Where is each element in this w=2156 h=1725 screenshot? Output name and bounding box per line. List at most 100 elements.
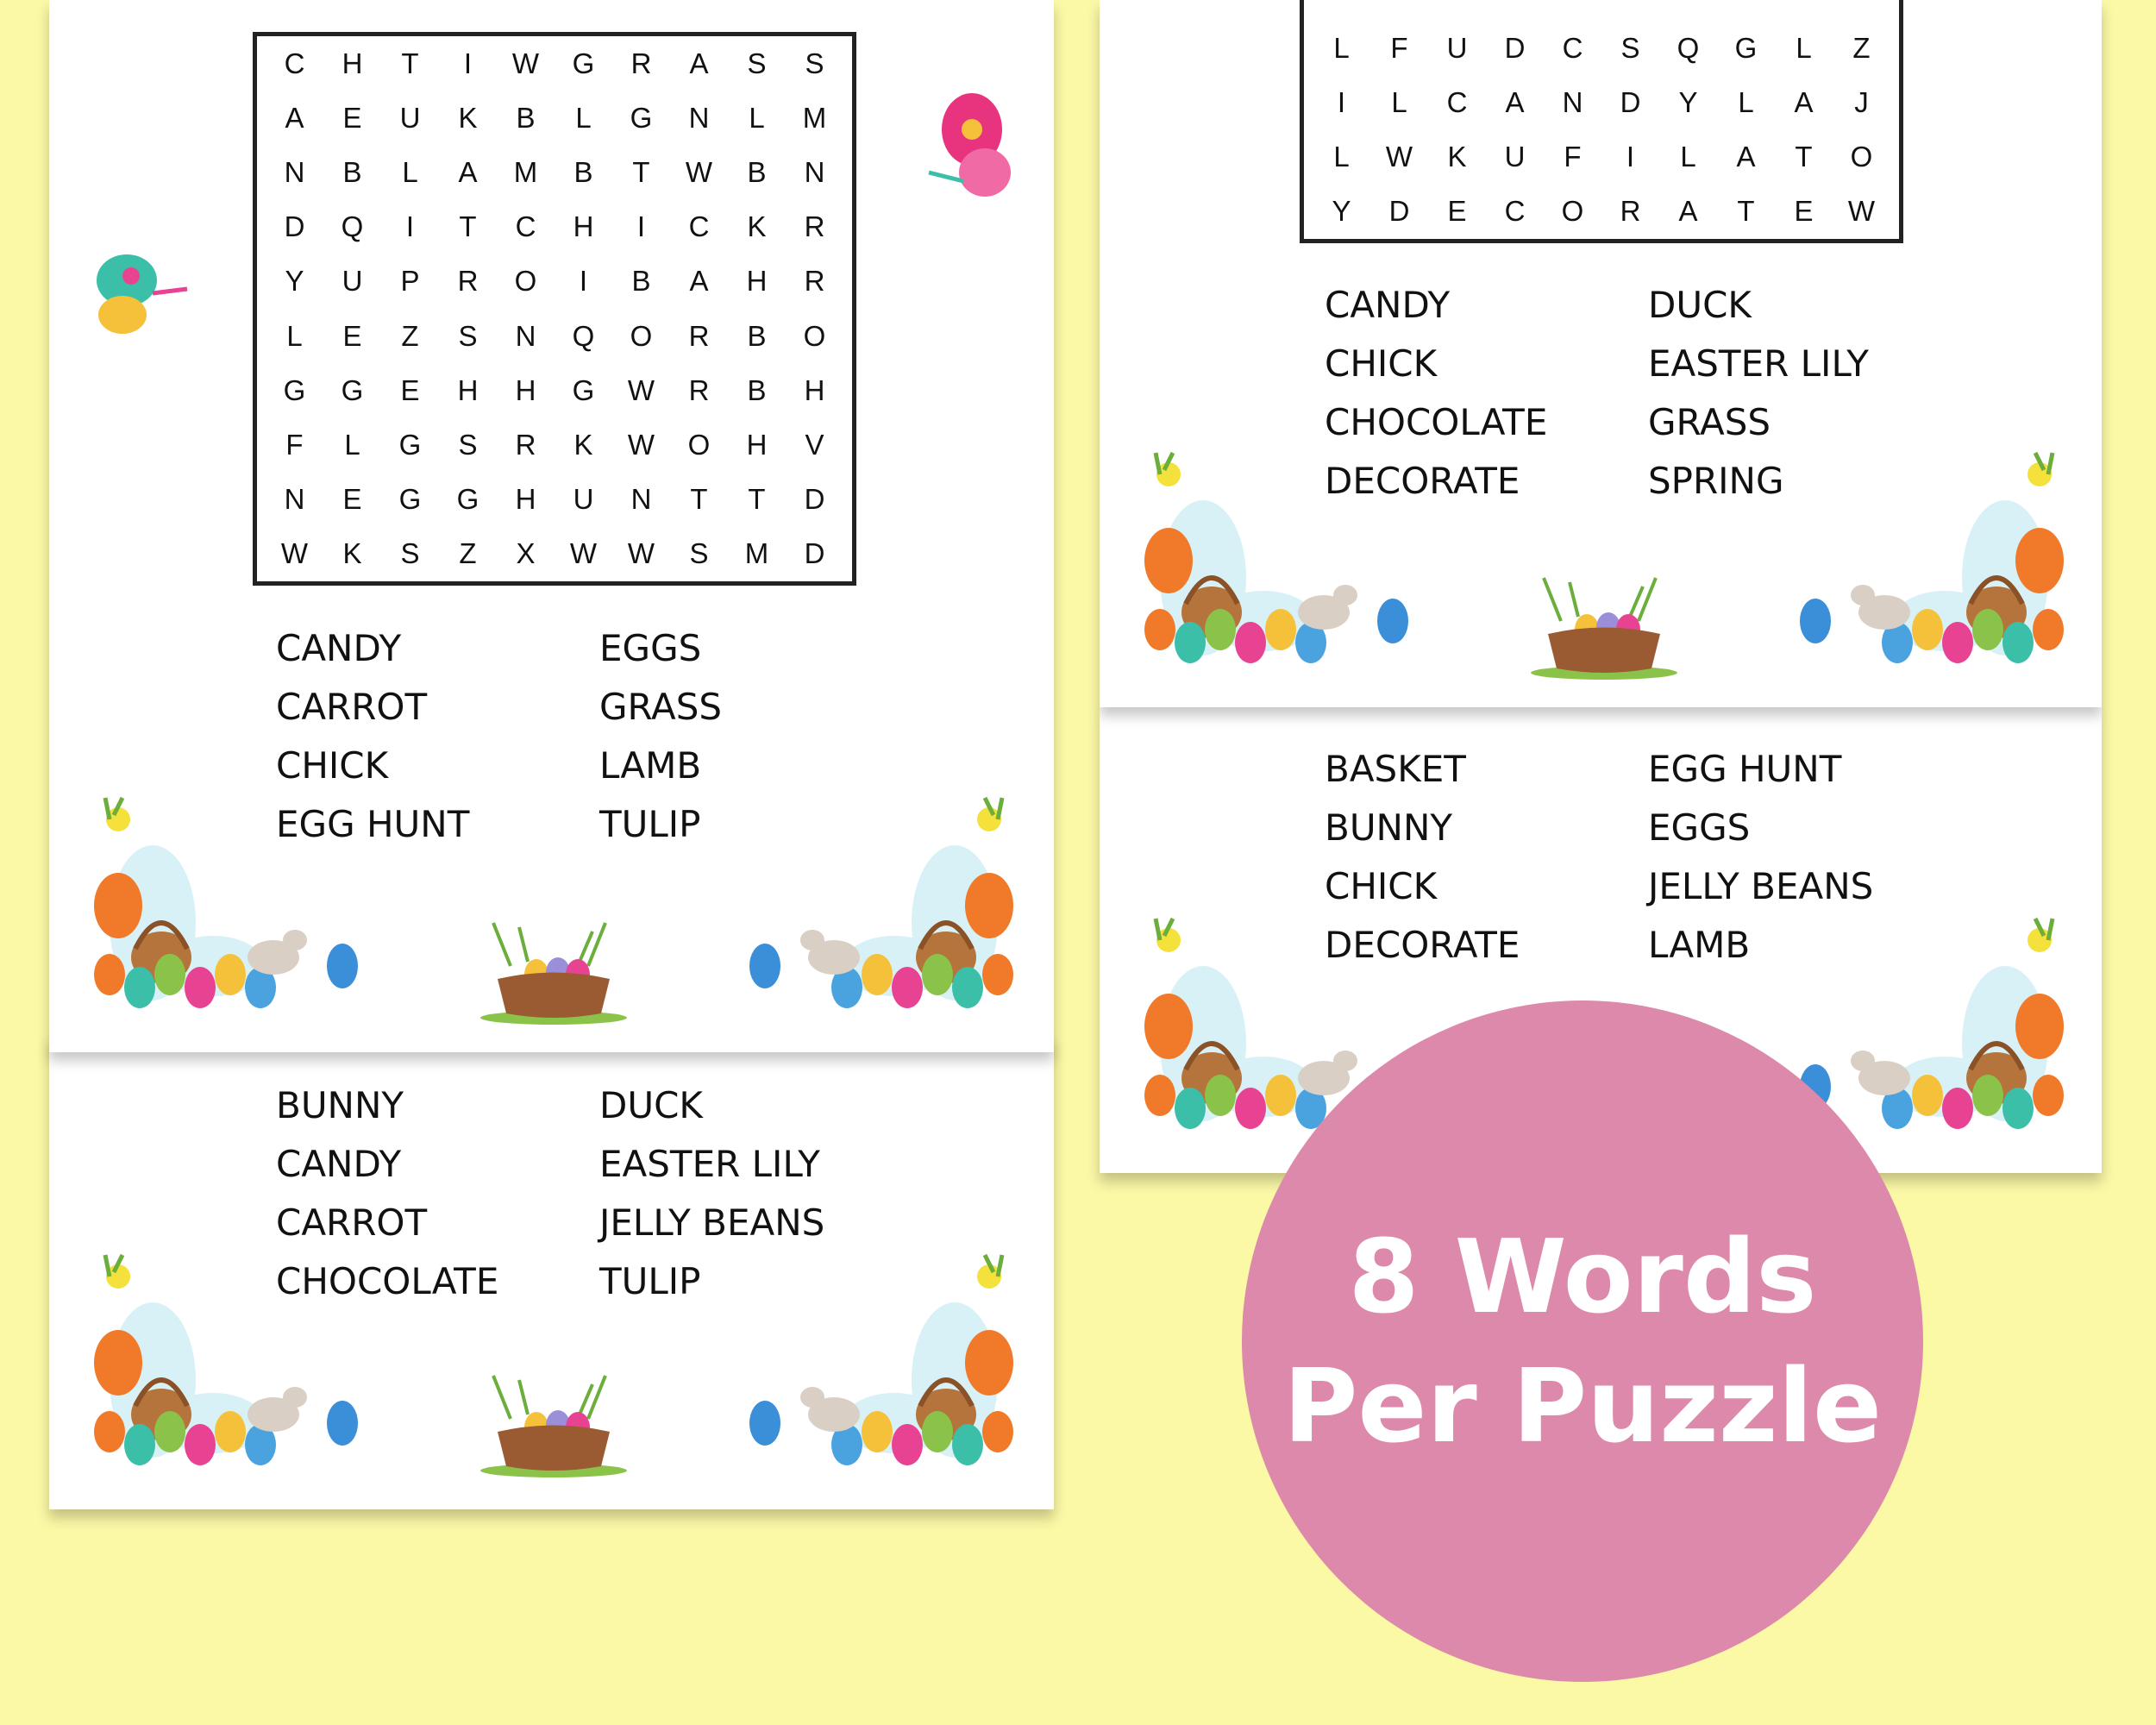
- grid-letter: Z: [1852, 31, 1871, 64]
- grid-letter: O: [1561, 195, 1584, 228]
- grid-letter: D: [804, 537, 825, 570]
- grid-letter: A: [1794, 85, 1814, 118]
- grid-letter: A: [689, 265, 709, 298]
- grid-letter: G: [283, 373, 306, 406]
- easter-decoration-right: [730, 794, 1024, 1021]
- grid-letter: W: [569, 537, 598, 570]
- word-item: LAMB: [599, 744, 702, 787]
- grid-letter: E: [400, 373, 420, 406]
- grid-letter: F: [1564, 141, 1582, 173]
- grid-letter: O: [1850, 141, 1873, 173]
- grid-letter: S: [747, 47, 767, 79]
- grid-letter: L: [1333, 31, 1350, 64]
- grid-letter: W: [627, 373, 655, 406]
- word-item: GRASS: [1648, 401, 1771, 443]
- grid-letter: O: [687, 428, 711, 461]
- grid-letter: O: [514, 265, 537, 298]
- word-list: CANDY DUCK CHICK EASTER LILY CHOCOLATE GRASS D…: [1325, 286, 1971, 500]
- grid-letter: L: [344, 428, 360, 461]
- easter-decoration-right: [1781, 914, 2074, 1142]
- grid-letter: L: [1680, 141, 1696, 173]
- grid-letter: R: [804, 265, 825, 298]
- grid-letter: U: [1504, 141, 1526, 173]
- grid-letter: B: [516, 101, 536, 134]
- grid-letter: U: [342, 265, 363, 298]
- grid-letter: R: [804, 210, 825, 243]
- grid-letter: R: [457, 265, 479, 298]
- grid-letter: L: [286, 319, 303, 352]
- grid-letter: Y: [1678, 85, 1698, 118]
- grid-letter: V: [805, 428, 824, 461]
- grid-letter: Q: [1677, 31, 1700, 64]
- grid-letter: B: [631, 265, 651, 298]
- word-item: CANDY: [276, 1143, 402, 1185]
- word-item: TULIP: [599, 803, 701, 845]
- grid-letter: G: [456, 483, 479, 516]
- grid-letter: S: [1620, 31, 1640, 64]
- grid-letter: T: [632, 155, 650, 188]
- word-item: CARROT: [276, 686, 428, 728]
- word-item: CHICK: [1325, 342, 1438, 385]
- grid-letter: Y: [1332, 195, 1351, 228]
- word-item: SPRING: [1648, 460, 1784, 502]
- grid-letter: H: [515, 483, 536, 516]
- grid-letter: C: [284, 47, 305, 79]
- grid-letter: S: [458, 319, 478, 352]
- grid-letter: L: [1333, 141, 1350, 173]
- grid-letter: U: [573, 483, 594, 516]
- grid-letter: Q: [341, 210, 364, 243]
- grid-letter: N: [1562, 85, 1583, 118]
- grid-letter: W: [685, 155, 713, 188]
- grid-letter: W: [1385, 141, 1413, 173]
- grid-letter: C: [1504, 195, 1526, 228]
- word-item: TULIP: [599, 1260, 701, 1302]
- grid-letter: C: [688, 210, 710, 243]
- word-item: CHOCOLATE: [1325, 401, 1548, 443]
- word-item: EGG HUNT: [1648, 748, 1842, 790]
- grid-letter: A: [458, 155, 478, 188]
- grid-letter: B: [342, 155, 362, 188]
- grid-letter: B: [573, 155, 593, 188]
- grid-letter: B: [747, 319, 767, 352]
- grid-letter: H: [342, 47, 363, 79]
- word-item: EGG HUNT: [276, 803, 470, 845]
- nest-icon: [476, 1367, 631, 1483]
- grid-letter: K: [1447, 141, 1467, 173]
- puzzle-page-2: BUNNY DUCK CANDY EASTER LILY CARROT JELLY BEA…: [49, 1035, 1054, 1509]
- grid-letter: M: [744, 537, 769, 570]
- grid-letter: N: [284, 483, 305, 516]
- grid-letter: T: [748, 483, 766, 516]
- grid-letter: G: [572, 47, 595, 79]
- grid-letter: S: [689, 537, 709, 570]
- grid-letter: A: [285, 101, 304, 134]
- word-item: BUNNY: [1325, 806, 1453, 849]
- grid-letter: K: [342, 537, 362, 570]
- word-item: BASKET: [1325, 748, 1466, 790]
- grid-letter: L: [1796, 31, 1812, 64]
- grid-letter: G: [630, 101, 653, 134]
- grid-letter: W: [511, 47, 540, 79]
- grid-letter: P: [400, 265, 420, 298]
- word-item: BUNNY: [276, 1084, 404, 1126]
- grid-letter: D: [804, 483, 825, 516]
- grid-letter: E: [1447, 195, 1467, 228]
- grid-letter: I: [1626, 141, 1635, 173]
- grid-letter: H: [573, 210, 594, 243]
- word-item: CARROT: [276, 1201, 428, 1244]
- word-item: JELLY BEANS: [1648, 865, 1874, 907]
- grid-letter: I: [463, 47, 473, 79]
- grid-letter: G: [341, 373, 364, 406]
- grid-letter: A: [1505, 85, 1525, 118]
- grid-letter: L: [1738, 85, 1754, 118]
- grid-letter: S: [458, 428, 478, 461]
- grid-letter: I: [405, 210, 415, 243]
- word-item: EASTER LILY: [1648, 342, 1869, 385]
- grid-letter: R: [688, 373, 710, 406]
- grid-letter: U: [399, 101, 421, 134]
- word-list: CANDY EGGS CARROT GRASS CHICK LAMB EGG HUNT TUL…: [276, 630, 923, 844]
- easter-decoration-left: [84, 1251, 377, 1478]
- word-item: EGGS: [599, 627, 702, 669]
- grid-letter: X: [516, 537, 536, 570]
- word-item: DUCK: [599, 1084, 703, 1126]
